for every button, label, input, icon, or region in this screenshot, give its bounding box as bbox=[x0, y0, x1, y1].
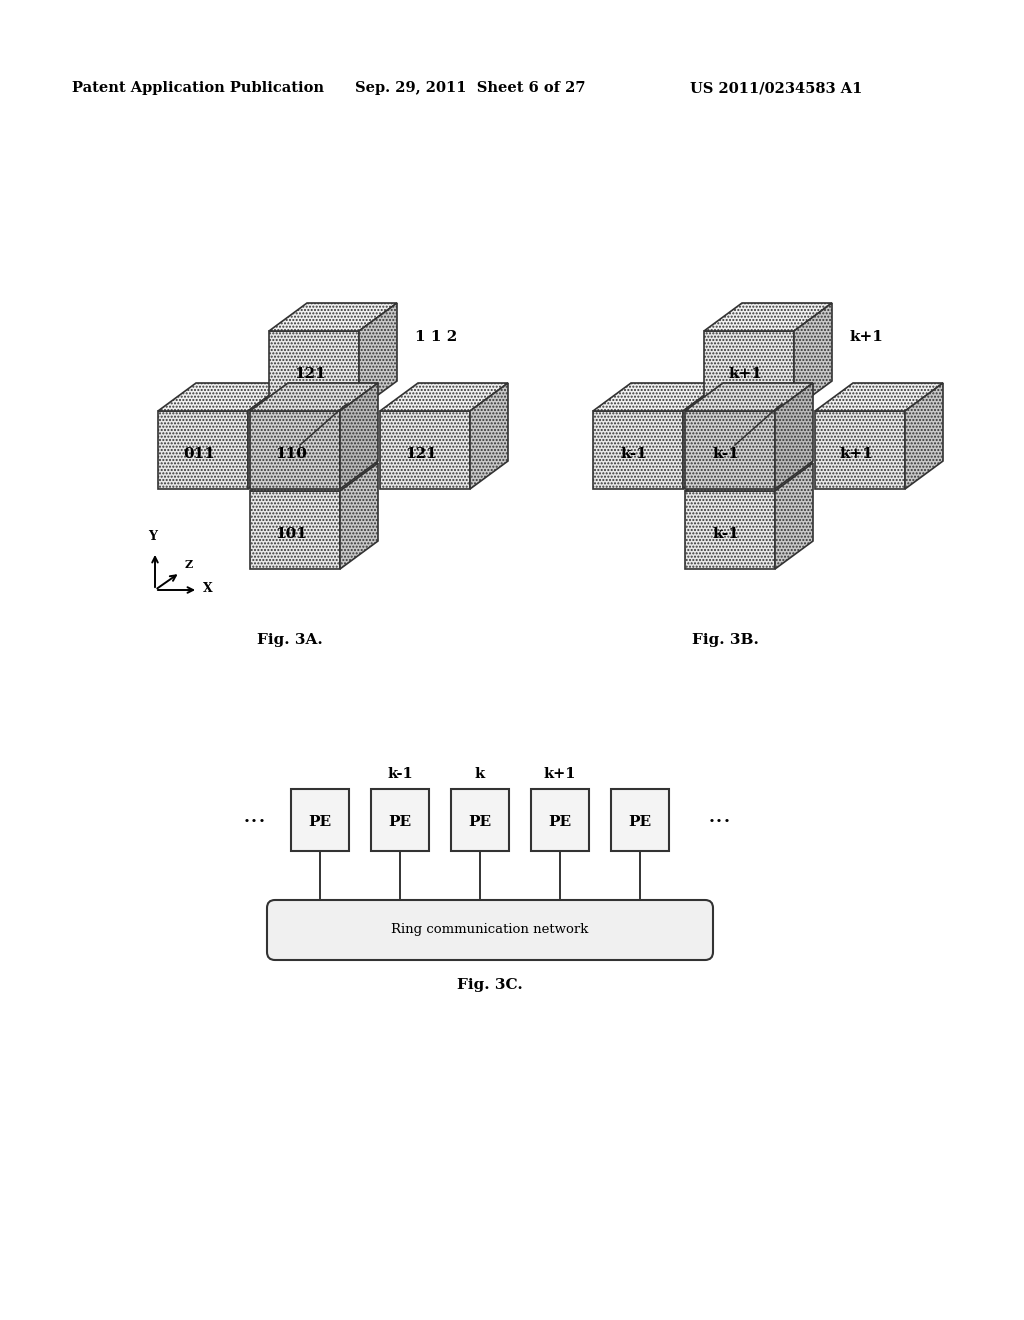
Text: k-1: k-1 bbox=[387, 767, 413, 781]
Text: Sep. 29, 2011  Sheet 6 of 27: Sep. 29, 2011 Sheet 6 of 27 bbox=[355, 81, 586, 95]
Polygon shape bbox=[250, 411, 340, 488]
Polygon shape bbox=[905, 383, 943, 488]
Polygon shape bbox=[158, 411, 248, 488]
Polygon shape bbox=[685, 411, 775, 488]
Polygon shape bbox=[340, 383, 378, 488]
FancyBboxPatch shape bbox=[291, 789, 349, 851]
Polygon shape bbox=[685, 491, 775, 569]
Text: k: k bbox=[475, 767, 485, 781]
Text: k-1: k-1 bbox=[621, 447, 647, 461]
Polygon shape bbox=[683, 383, 721, 488]
Text: ···: ··· bbox=[708, 810, 732, 833]
Text: k-1: k-1 bbox=[713, 447, 739, 461]
Text: 1 1 2: 1 1 2 bbox=[415, 330, 458, 345]
Text: 101: 101 bbox=[275, 527, 307, 541]
Text: Fig. 3A.: Fig. 3A. bbox=[257, 634, 323, 647]
Polygon shape bbox=[470, 383, 508, 488]
Text: k+1: k+1 bbox=[850, 330, 884, 345]
Text: k-1: k-1 bbox=[713, 527, 739, 541]
Text: k+1: k+1 bbox=[544, 767, 577, 781]
FancyBboxPatch shape bbox=[611, 789, 669, 851]
Text: 110: 110 bbox=[275, 447, 307, 461]
Polygon shape bbox=[775, 463, 813, 569]
Polygon shape bbox=[359, 304, 397, 409]
Polygon shape bbox=[250, 491, 340, 569]
Text: PE: PE bbox=[549, 814, 571, 829]
Polygon shape bbox=[593, 411, 683, 488]
Polygon shape bbox=[250, 463, 378, 491]
FancyBboxPatch shape bbox=[267, 900, 713, 960]
Text: ···: ··· bbox=[243, 810, 267, 833]
Polygon shape bbox=[775, 383, 813, 488]
Polygon shape bbox=[158, 383, 286, 411]
Polygon shape bbox=[380, 411, 470, 488]
Text: k+1: k+1 bbox=[728, 367, 762, 381]
Text: k+1: k+1 bbox=[839, 447, 872, 461]
Polygon shape bbox=[815, 411, 905, 488]
Polygon shape bbox=[380, 383, 508, 411]
Polygon shape bbox=[705, 304, 831, 331]
Text: 121: 121 bbox=[406, 447, 437, 461]
Text: PE: PE bbox=[629, 814, 651, 829]
Text: US 2011/0234583 A1: US 2011/0234583 A1 bbox=[690, 81, 862, 95]
Polygon shape bbox=[269, 304, 397, 331]
Polygon shape bbox=[250, 383, 378, 411]
Text: 011: 011 bbox=[183, 447, 215, 461]
Polygon shape bbox=[248, 383, 286, 488]
Polygon shape bbox=[705, 331, 794, 409]
Text: PE: PE bbox=[468, 814, 492, 829]
FancyBboxPatch shape bbox=[531, 789, 589, 851]
Polygon shape bbox=[269, 331, 359, 409]
Polygon shape bbox=[685, 463, 813, 491]
Text: Fig. 3C.: Fig. 3C. bbox=[457, 978, 523, 993]
Text: X: X bbox=[203, 582, 213, 595]
Polygon shape bbox=[685, 383, 813, 411]
Polygon shape bbox=[815, 383, 943, 411]
Text: 121: 121 bbox=[294, 367, 326, 381]
Text: Patent Application Publication: Patent Application Publication bbox=[72, 81, 324, 95]
Text: Z: Z bbox=[185, 560, 194, 570]
Text: PE: PE bbox=[388, 814, 412, 829]
Text: Y: Y bbox=[148, 531, 158, 543]
Polygon shape bbox=[794, 304, 831, 409]
FancyBboxPatch shape bbox=[451, 789, 509, 851]
Text: Fig. 3B.: Fig. 3B. bbox=[691, 634, 759, 647]
Polygon shape bbox=[593, 383, 721, 411]
Text: PE: PE bbox=[308, 814, 332, 829]
Polygon shape bbox=[340, 463, 378, 569]
FancyBboxPatch shape bbox=[371, 789, 429, 851]
Text: Ring communication network: Ring communication network bbox=[391, 924, 589, 936]
